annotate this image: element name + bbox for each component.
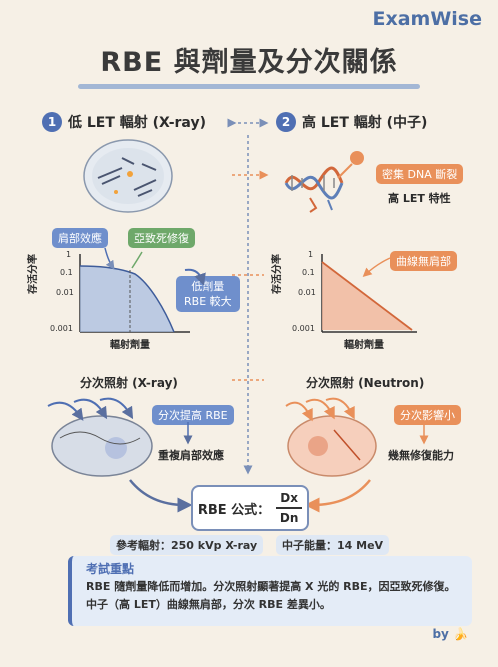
y-tick: 0.1 <box>60 268 73 277</box>
down-arrow-icon <box>183 422 193 445</box>
x-ray-survival-chart <box>79 247 206 333</box>
cell-illustration <box>83 139 173 213</box>
page-title: RBE 與劑量及分次關係 <box>100 47 398 78</box>
y-tick: 0.1 <box>302 268 315 277</box>
low-dose-rbe-tag: 低劑量 RBE 較大 <box>176 276 240 312</box>
formula-fraction: Dx Dn <box>276 491 303 525</box>
y-tick: 0.001 <box>50 324 73 333</box>
y-tick: 0.01 <box>56 288 74 297</box>
formula-label: RBE 公式： <box>197 502 271 518</box>
x-ray-fraction-illustration <box>47 397 153 477</box>
y-axis-label: 存活分率 <box>272 254 283 294</box>
formula-denominator: Dn <box>279 510 299 525</box>
title-underline <box>78 84 420 89</box>
x-axis-label: 輻射劑量 <box>110 340 150 351</box>
y-axis-label: 存活分率 <box>28 254 39 294</box>
left-fraction-title: 分次照射 (X-ray) <box>80 376 178 390</box>
exam-body: RBE 隨劑量降低而增加。分次照射顯著提高 X 光的 RBE，因亞致死修復。中子… <box>86 580 456 611</box>
x-ray-curve-area <box>80 266 174 332</box>
fraction-increase-rbe-tag: 分次提高 RBE <box>152 405 234 425</box>
formula-numerator: Dx <box>280 491 298 506</box>
high-let-trait-label: 高 LET 特性 <box>388 192 451 205</box>
y-tick: 0.01 <box>298 288 316 297</box>
y-tick: 0.001 <box>292 324 315 333</box>
sublethal-repair-tag: 亞致死修復 <box>128 228 195 248</box>
left-section-heading: 1 低 LET 輻射 (X-ray) <box>42 112 206 132</box>
y-tick: 1 <box>66 250 72 259</box>
left-section-title: 低 LET 輻射 (X-ray) <box>68 115 206 131</box>
reference-radiation-tag: 參考輻射：250 kVp X-ray <box>110 535 264 555</box>
x-ray-curve <box>79 265 175 333</box>
x-axis-label: 輻射劑量 <box>344 340 384 351</box>
byline: by 🍌 <box>432 627 468 641</box>
dna-break-icon <box>284 151 364 213</box>
dna-break-tag: 密集 DNA 斷裂 <box>376 164 464 184</box>
shoulder-effect-tag: 肩部效應 <box>52 228 108 248</box>
repeated-shoulder-label: 重複肩部效應 <box>158 449 224 462</box>
exam-title: 考試重點 <box>86 562 135 576</box>
neutron-survival-chart <box>321 254 417 333</box>
right-section-title: 高 LET 輻射 (中子) <box>302 115 428 131</box>
section-number-badge: 2 <box>276 112 296 132</box>
neutron-curve <box>321 261 413 331</box>
brand-logo: ExamWise <box>372 8 482 30</box>
no-shoulder-tag: 曲線無肩部 <box>390 251 457 271</box>
neutron-fraction-illustration <box>285 397 377 477</box>
fraction-bar <box>276 507 303 509</box>
rbe-formula-box: RBE 公式： Dx Dn <box>191 485 309 531</box>
right-section-heading: 2 高 LET 輻射 (中子) <box>276 112 427 132</box>
no-repair-label: 幾無修復能力 <box>388 449 454 462</box>
section-number-badge: 1 <box>42 112 62 132</box>
rbe-larger-label: RBE 較大 <box>184 295 232 308</box>
fraction-small-effect-tag: 分次影響小 <box>394 405 461 425</box>
down-arrow-icon <box>419 422 429 445</box>
right-fraction-title: 分次照射 (Neutron) <box>306 376 425 390</box>
neutron-energy-tag: 中子能量：14 MeV <box>276 535 390 555</box>
exam-key-points-box: 考試重點 RBE 隨劑量降低而增加。分次照射顯著提高 X 光的 RBE，因亞致死… <box>68 556 472 626</box>
y-tick: 1 <box>308 250 314 259</box>
